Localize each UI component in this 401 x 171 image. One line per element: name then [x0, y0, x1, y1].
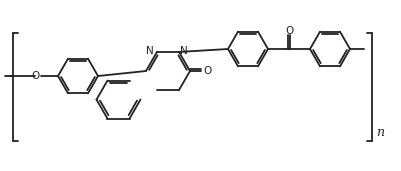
Text: O: O — [32, 71, 40, 81]
Text: O: O — [285, 26, 293, 36]
Text: N: N — [146, 46, 154, 56]
Text: n: n — [376, 126, 384, 139]
Text: O: O — [203, 66, 211, 76]
Text: N: N — [180, 46, 188, 56]
